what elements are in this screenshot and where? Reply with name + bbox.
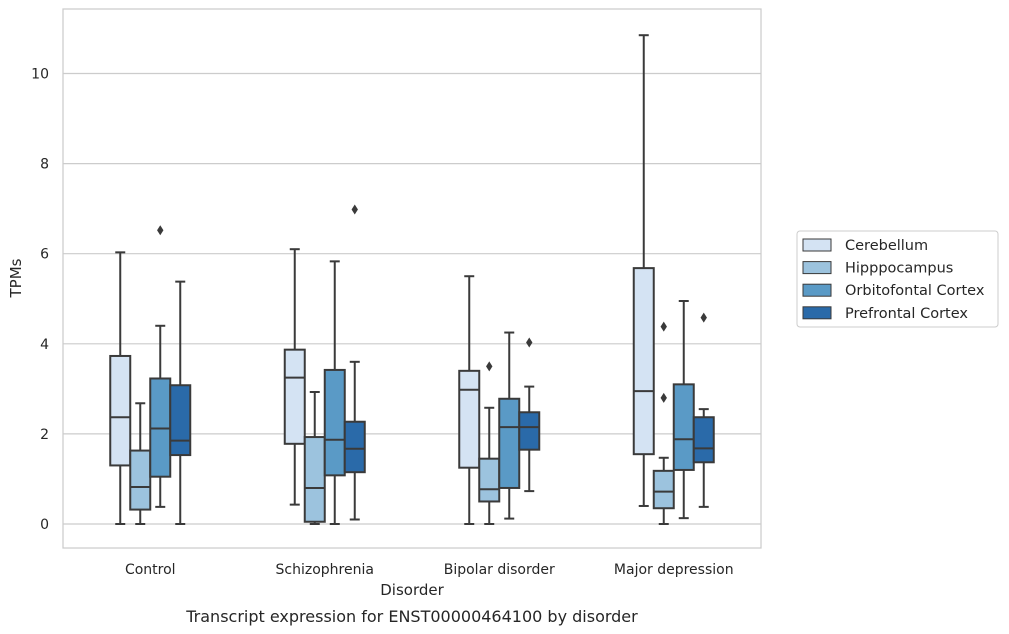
box-prefrontal-cortex: [518, 411, 541, 451]
outlier-point: [526, 337, 533, 348]
box-cerebellum: [632, 267, 655, 456]
legend-frame: [796, 230, 999, 328]
box-prefrontal-cortex: [692, 416, 715, 464]
box-prefrontal-cortex: [169, 384, 192, 457]
plot-frame: [62, 8, 762, 549]
outlier-point: [660, 321, 667, 332]
box-groups: [109, 34, 715, 525]
outlier-point: [660, 392, 667, 403]
category-group: [283, 204, 366, 525]
x-tick-label: Major depression: [614, 562, 734, 578]
x-tick-label: Bipolar disorder: [444, 562, 555, 578]
outlier-point: [351, 204, 358, 215]
y-tick-label: 2: [40, 427, 49, 443]
outlier-point: [486, 361, 493, 372]
y-tick-label: 10: [31, 67, 49, 83]
x-tick-label: Schizophrenia: [276, 562, 374, 578]
legend-label: Cerebellum: [845, 238, 928, 254]
x-tick-labels: Control Schizophrenia Bipolar disorder Majo…: [125, 562, 734, 578]
outlier-point: [700, 312, 707, 323]
box-orbitofontal-cortex: [672, 383, 695, 471]
y-tick-labels: 0 2 4 6 8 10: [31, 67, 49, 534]
legend-label: Hipppocampus: [845, 261, 953, 277]
y-tick-label: 6: [40, 247, 49, 263]
chart-caption: Transcript expression for ENST0000046410…: [185, 607, 638, 626]
box-hipppocampus: [303, 436, 326, 523]
outlier-point: [157, 225, 164, 236]
box-hipppocampus: [652, 469, 675, 510]
box-hipppocampus: [478, 457, 501, 503]
y-tick-label: 8: [40, 157, 49, 173]
category-group: [632, 34, 715, 525]
legend-swatch: [802, 283, 832, 297]
y-tick-label: 0: [40, 517, 49, 533]
box-orbitofontal-cortex: [323, 368, 346, 477]
y-axis-label: TPMs: [7, 258, 25, 298]
legend-swatch: [802, 238, 832, 252]
legend-label: Orbitofontal Cortex: [845, 283, 985, 299]
legend-swatch: [802, 306, 832, 320]
category-group: [109, 225, 192, 525]
box-cerebellum: [458, 369, 481, 469]
box-prefrontal-cortex: [343, 420, 366, 474]
legend: Cerebellum Hipppocampus Orbitofontal Corte…: [796, 230, 999, 328]
category-group: [458, 275, 541, 525]
box-hipppocampus: [129, 449, 152, 511]
legend-label: Prefrontal Cortex: [845, 306, 968, 322]
x-tick-label: Control: [125, 562, 176, 578]
box-cerebellum: [283, 348, 306, 445]
x-axis-label: Disorder: [380, 581, 444, 599]
box-orbitofontal-cortex: [498, 397, 521, 489]
y-tick-label: 4: [40, 337, 49, 353]
legend-swatch: [802, 261, 832, 275]
box-cerebellum: [109, 354, 132, 467]
